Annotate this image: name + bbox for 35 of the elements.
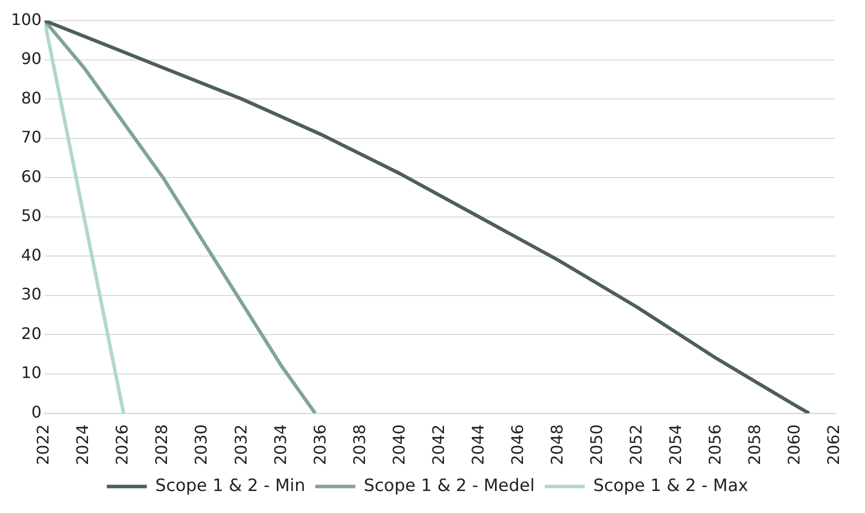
y-tick-label: 10 — [21, 363, 42, 382]
y-tick-label: 50 — [21, 206, 42, 226]
x-tick-label: 2040 — [389, 424, 408, 465]
x-tick-label: 2028 — [152, 424, 172, 465]
y-tick-label: 80 — [21, 88, 42, 108]
legend-label: Scope 1 & 2 - Min — [155, 476, 306, 496]
legend-label: Scope 1 & 2 - Medel — [364, 476, 535, 496]
x-tick-label: 2030 — [192, 424, 211, 465]
y-tick-label: 90 — [21, 49, 42, 68]
x-tick-label: 2024 — [73, 424, 92, 465]
y-tick-label: 60 — [21, 166, 42, 186]
x-tick-label: 2022 — [34, 424, 53, 465]
x-tick-label: 2046 — [508, 424, 527, 465]
x-tick-label: 2026 — [112, 424, 132, 465]
x-tick-label: 2036 — [310, 424, 330, 465]
x-tick-label: 2062 — [824, 424, 843, 465]
y-tick-label: 20 — [21, 324, 42, 343]
y-tick-label: 30 — [21, 284, 42, 304]
x-tick-label: 2060 — [784, 424, 804, 465]
y-tick-label: 40 — [21, 245, 42, 264]
y-tick-label: 100 — [10, 10, 42, 29]
x-tick-label: 2050 — [586, 424, 606, 465]
x-tick-label: 2044 — [468, 424, 488, 465]
x-tick-label: 2058 — [744, 424, 764, 465]
y-tick-label: 0 — [31, 402, 42, 422]
x-tick-label: 2038 — [350, 424, 369, 465]
y-tick-label: 70 — [21, 128, 42, 147]
x-tick-label: 2042 — [428, 424, 448, 465]
x-tick-label: 2034 — [270, 424, 290, 465]
x-tick-label: 2056 — [705, 424, 724, 465]
x-tick-label: 2032 — [231, 424, 250, 465]
legend-label: Scope 1 & 2 - Max — [593, 476, 748, 496]
x-tick-label: 2048 — [547, 424, 566, 465]
x-tick-label: 2052 — [626, 424, 646, 465]
x-tick-label: 2054 — [666, 424, 685, 465]
